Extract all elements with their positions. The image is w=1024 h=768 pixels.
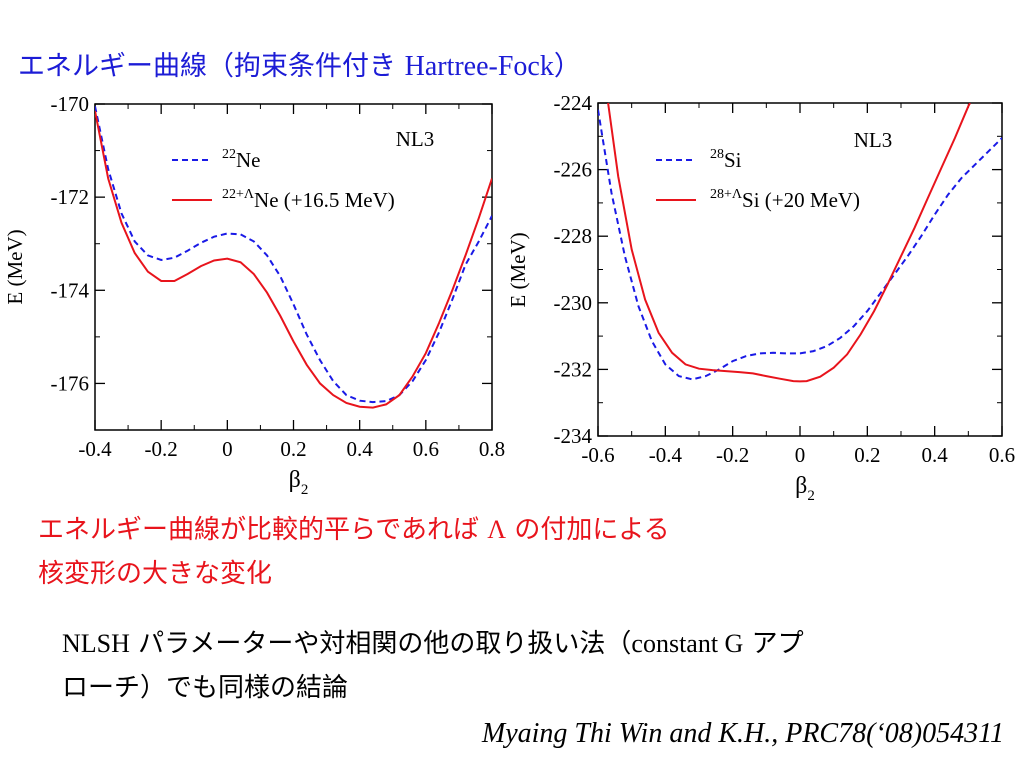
x-tick-label: -0.4 (649, 443, 683, 467)
note-text: NLSH パラメーターや対相関の他の取り扱い法（constant G アプ ロー… (62, 622, 1002, 710)
legend-label-hyper: 22+ΛNe (+16.5 MeV) (222, 187, 395, 212)
y-axis-label: E (MeV) (506, 232, 530, 307)
x-tick-label: -0.2 (716, 443, 749, 467)
legend-label-hyper: 28+ΛSi (+20 MeV) (710, 187, 860, 212)
conclusion-text: エネルギー曲線が比較的平らであれば Λ の付加による 核変形の大きな変化 (38, 508, 938, 596)
chart-panel-2: -0.6 -0.4 -0.2 0 0.2 0.4 0.6 -224 -226 -228 -230 -2… (506, 91, 1015, 504)
y-axis-label: E (MeV) (3, 229, 27, 304)
note-line-1: NLSH パラメーターや対相関の他の取り扱い法（constant G アプ (62, 622, 1002, 666)
hypernucleus-curve (607, 103, 971, 383)
y-tick-label: -170 (51, 92, 90, 116)
model-label: NL3 (396, 127, 435, 151)
y-tick-label: -176 (51, 371, 90, 395)
citation: Myaing Thi Win and K.H., PRC78(‘08)05431… (481, 718, 1004, 749)
y-tick-label: -228 (554, 224, 593, 248)
hypernucleus-curve (95, 110, 492, 409)
x-tick-label: -0.6 (581, 443, 614, 467)
x-tick-label: 0.2 (854, 443, 880, 467)
note-nlsh: NLSH (62, 629, 130, 658)
legend-label-core: 28Si (710, 147, 742, 172)
conclusion-part-1: エネルギー曲線が比較的平らであれば (38, 515, 488, 545)
y-tick-label: -230 (554, 291, 593, 315)
lambda-symbol: Λ (487, 515, 507, 544)
x-axis-label-subscript: 2 (301, 482, 309, 498)
note-line-2: ローチ）でも同様の結論 (62, 673, 349, 703)
y-tick-label: -232 (554, 357, 593, 381)
plot-frame (94, 103, 493, 431)
y-tick-label: -172 (51, 185, 90, 209)
x-tick-label: 0.4 (922, 443, 949, 467)
legend-mass-number: 22 (222, 147, 236, 162)
x-tick-label: 0 (795, 443, 806, 467)
conclusion-line-1: エネルギー曲線が比較的平らであれば Λ の付加による (38, 508, 938, 552)
note-jp-1: パラメーターや対相関の他の取り扱い法（ (129, 629, 632, 659)
legend-mass-number: 28+Λ (710, 187, 743, 202)
conclusion-part-2: の付加による (506, 515, 670, 545)
x-tick-label: -0.4 (78, 437, 112, 461)
legend-mass-number: 22+Λ (222, 187, 255, 202)
title-close: ） (553, 51, 581, 82)
energy-curve-charts: -0.4 -0.2 0 0.2 0.4 0.6 0.8 -170 -172 -174 -176 NL3… (3, 91, 1015, 504)
x-tick-label: 0.8 (479, 437, 505, 461)
x-axis-label: β2 (289, 467, 309, 498)
x-tick-label: 0.2 (280, 437, 306, 461)
x-axis-label-subscript: 2 (807, 488, 815, 504)
legend-element: Si (+20 MeV) (742, 188, 860, 212)
x-tick-label: 0 (222, 437, 233, 461)
legend-mass-number: 28 (710, 147, 724, 162)
slide-title: エネルギー曲線（拘束条件付き Hartree-Fock） (18, 44, 581, 83)
legend-element: Ne (+16.5 MeV) (254, 188, 395, 212)
legend-label-core: 22Ne (222, 147, 261, 172)
plot-frame (597, 102, 1003, 437)
x-tick-label: 0.6 (989, 443, 1015, 467)
x-tick-label: -0.2 (145, 437, 178, 461)
title-jp: エネルギー曲線（拘束条件付き (18, 51, 405, 82)
core-nucleus-curve (95, 106, 492, 404)
x-tick-label: 0.4 (347, 437, 374, 461)
y-tick-label: -234 (554, 424, 593, 448)
y-tick-label: -174 (51, 278, 90, 302)
note-constant-g: constant G (631, 629, 744, 658)
conclusion-line-2: 核変形の大きな変化 (38, 559, 273, 589)
x-axis-label: β2 (795, 473, 815, 504)
core-nucleus-curve (598, 109, 1002, 381)
chart-panel-1: -0.4 -0.2 0 0.2 0.4 0.6 0.8 -170 -172 -174 -176 NL3… (3, 92, 505, 498)
legend-element: Ne (236, 148, 261, 172)
note-jp-2: アプ (743, 629, 804, 659)
y-tick-label: -226 (554, 158, 593, 182)
title-method: Hartree-Fock (404, 51, 554, 82)
x-tick-label: 0.6 (413, 437, 439, 461)
model-label: NL3 (854, 128, 893, 152)
legend-element: Si (724, 148, 742, 172)
y-tick-label: -224 (554, 91, 593, 115)
